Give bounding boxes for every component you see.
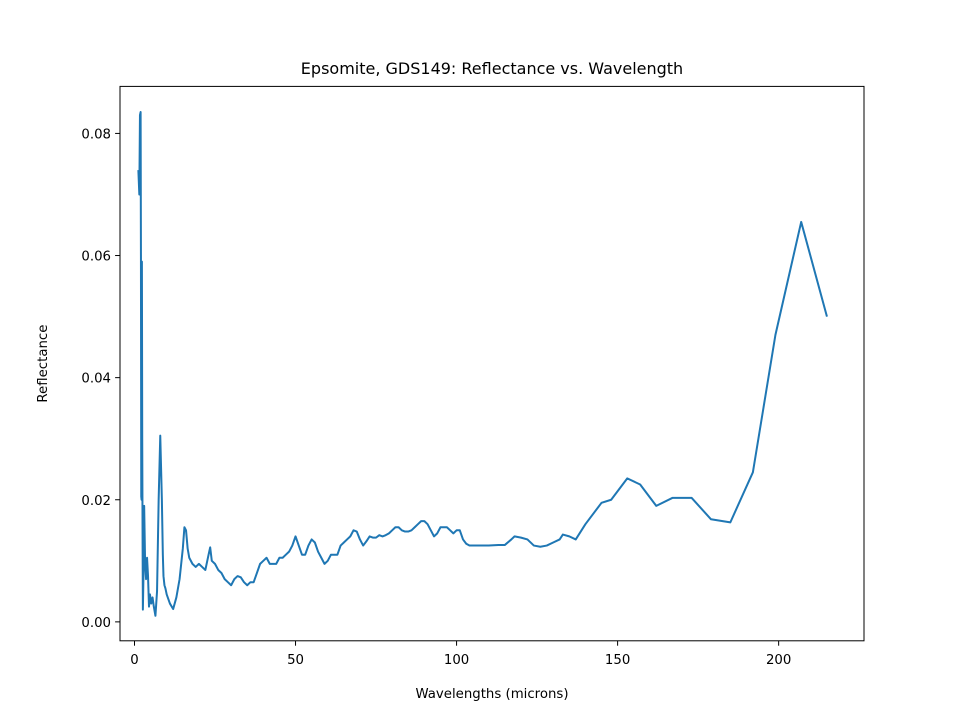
x-tick-label: 150 bbox=[605, 653, 630, 668]
y-tick-label: 0.00 bbox=[81, 616, 111, 631]
chart-title: Epsomite, GDS149: Reflectance vs. Wavele… bbox=[301, 59, 683, 78]
series-line-0 bbox=[137, 111, 828, 617]
y-tick-label: 0.02 bbox=[81, 494, 111, 509]
y-tick-label: 0.04 bbox=[81, 372, 111, 387]
tick-layer: 0 50 100 150 200 0.00 0.02 0.04 0.06 0.08 bbox=[81, 127, 791, 667]
plot-frame bbox=[119, 85, 865, 642]
x-tick-label: 0 bbox=[130, 653, 138, 668]
x-tick-label: 100 bbox=[444, 653, 469, 668]
y-tick-label: 0.06 bbox=[81, 250, 111, 265]
x-axis-label: Wavelengths (microns) bbox=[415, 687, 568, 702]
x-tick-label: 50 bbox=[287, 653, 304, 668]
y-axis-label: Reflectance bbox=[36, 325, 51, 403]
plot-layer bbox=[137, 111, 828, 617]
x-tick-label: 200 bbox=[766, 653, 791, 668]
y-tick-label: 0.08 bbox=[81, 127, 111, 142]
